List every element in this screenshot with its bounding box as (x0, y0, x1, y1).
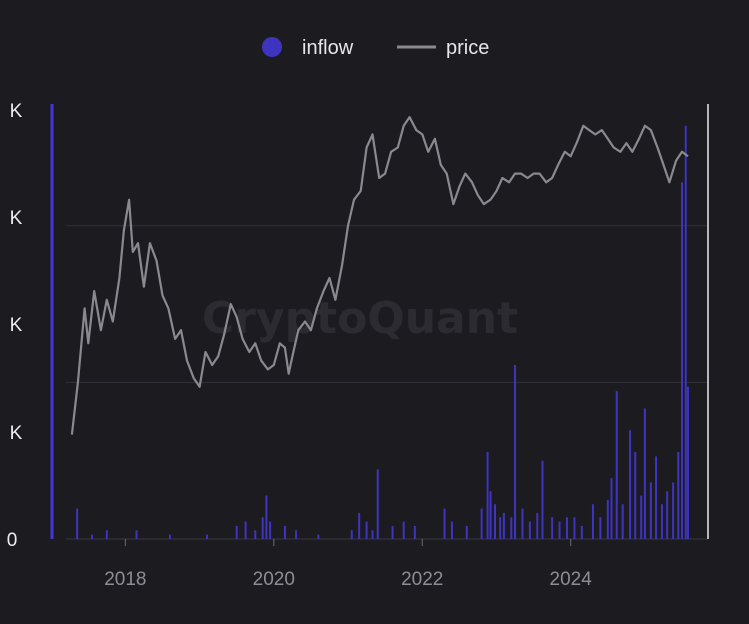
inflow-bar-49 (629, 430, 632, 539)
inflow-bar-53 (649, 482, 652, 539)
inflow-bar-15 (350, 530, 353, 539)
inflow-bar-1 (90, 534, 93, 539)
inflow-bar-3 (135, 530, 138, 539)
y-tick-label-3: K (10, 208, 23, 229)
legend-inflow-label: inflow (302, 37, 354, 59)
inflow-bar-12 (283, 525, 286, 539)
inflow-bar-52 (643, 408, 646, 539)
inflow-bar-37 (541, 460, 544, 539)
x-tick-label-0: 2018 (104, 569, 146, 590)
inflow-bar-28 (489, 491, 492, 539)
watermark: CryptoQuant (202, 293, 518, 344)
inflow-bar-21 (402, 521, 405, 539)
inflow-bar-22 (413, 525, 416, 539)
inflow-bar-31 (502, 512, 505, 539)
legend-inflow-marker (262, 37, 282, 57)
inflow-bar-24 (450, 521, 453, 539)
legend: inflow price (262, 37, 489, 59)
inflow-bar-16 (358, 512, 361, 539)
inflow-bar-29 (493, 504, 496, 539)
inflow-bar-61 (686, 386, 689, 539)
inflow-bar-19 (376, 469, 379, 539)
inflow-bar-38 (551, 517, 554, 539)
y-tick-label-2: K (10, 315, 23, 336)
inflow-bar-32 (510, 517, 513, 539)
y-tick-label-1: K (10, 423, 23, 444)
x-tick-label-3: 2024 (550, 569, 593, 590)
inflow-bar-47 (615, 391, 618, 539)
inflow-bar-40 (565, 517, 568, 539)
inflow-bar-11 (269, 521, 272, 539)
inflow-bars (76, 125, 689, 540)
inflow-bar-42 (580, 525, 583, 539)
inflow-bar-25 (465, 525, 468, 539)
inflow-bar-30 (499, 517, 502, 539)
inflow-bar-5 (206, 534, 209, 539)
inflow-bar-18 (371, 530, 374, 539)
inflow-bar-39 (558, 521, 561, 539)
inflow-bar-41 (573, 517, 576, 539)
inflow-bar-50 (634, 452, 637, 539)
y-tick-label-0: 0 (7, 530, 18, 551)
inflow-bar-2 (105, 530, 108, 539)
inflow-bar-34 (521, 508, 524, 539)
inflow-bar-13 (295, 530, 298, 539)
inflow-bar-56 (666, 491, 669, 539)
inflow-bar-14 (317, 534, 320, 539)
inflow-bar-35 (528, 521, 531, 539)
inflow-bar-59 (681, 182, 684, 540)
inflow-bar-8 (254, 530, 257, 539)
inflow-bar-54 (655, 456, 658, 539)
inflow-bar-7 (244, 521, 247, 539)
x-tick-label-1: 2020 (253, 569, 295, 590)
inflow-bar-46 (610, 478, 613, 539)
inflow-bar-0 (76, 508, 79, 539)
inflow-bar-10 (265, 495, 268, 539)
inflow-bar-60 (684, 125, 687, 539)
inflow-bar-17 (365, 521, 368, 539)
legend-price-label: price (446, 37, 489, 59)
inflow-bar-23 (443, 508, 446, 539)
inflow-bar-57 (672, 482, 675, 539)
inflow-bar-51 (640, 495, 643, 539)
price-line (70, 116, 689, 435)
inflow-bar-43 (591, 504, 594, 539)
x-axis-ticks: 2018 2020 2022 2024 (104, 539, 592, 590)
y-tick-label-4: K (10, 101, 23, 122)
y-axis-ticks: 0 K K K K (7, 101, 23, 551)
inflow-bar-27 (486, 452, 489, 539)
x-tick-label-2: 2022 (401, 569, 443, 590)
inflow-bar-55 (660, 504, 663, 539)
price-line-layer (70, 116, 689, 435)
inflow-bar-48 (621, 504, 624, 539)
inflow-bar-20 (391, 525, 394, 539)
inflow-bar-6 (235, 525, 238, 539)
inflow-bar-4 (168, 534, 171, 539)
inflow-bar-9 (261, 517, 264, 539)
inflow-bar-45 (606, 499, 609, 539)
inflow-bar-58 (677, 452, 680, 539)
inflow-bar-33 (514, 365, 517, 539)
inflow-bar-36 (536, 512, 539, 539)
inflow-bar-44 (599, 517, 602, 539)
inflow-bar-26 (480, 508, 483, 539)
